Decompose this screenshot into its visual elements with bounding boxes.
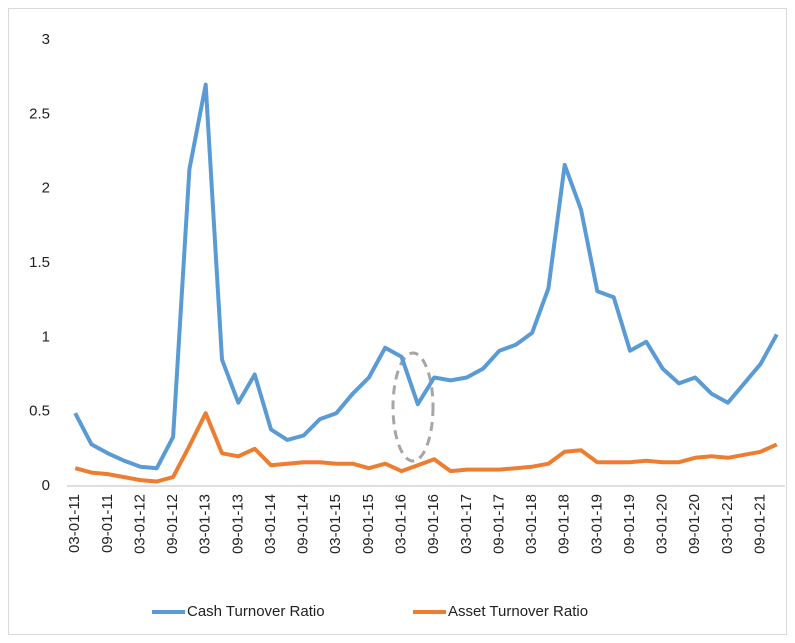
y-tick-label: 1.5 <box>29 254 50 271</box>
x-tick-label: 03-01-13 <box>197 494 214 554</box>
series-line <box>74 411 778 484</box>
y-tick-label: 1 <box>42 328 50 345</box>
x-tick-label: 09-01-11 <box>99 494 116 553</box>
x-tick-label: 03-01-11 <box>66 494 83 553</box>
series-line <box>73 82 779 471</box>
x-tick-label: 03-01-12 <box>131 494 148 554</box>
y-tick-label: 2.5 <box>29 105 50 122</box>
x-tick-label: 03-01-21 <box>719 494 736 554</box>
x-tick-label: 03-01-16 <box>392 494 409 554</box>
x-tick-label: 09-01-19 <box>621 494 638 554</box>
x-tick-label: 09-01-17 <box>490 494 507 554</box>
x-tick-label: 03-01-17 <box>458 494 475 554</box>
x-tick-label: 09-01-13 <box>229 494 246 554</box>
x-tick-label: 09-01-21 <box>751 494 768 554</box>
x-tick-label: 03-01-14 <box>262 494 279 554</box>
y-tick-label: 0 <box>42 477 50 494</box>
y-tick-label: 2 <box>42 180 50 197</box>
x-tick-label: 03-01-19 <box>588 494 605 554</box>
x-tick-label: 09-01-14 <box>295 494 312 554</box>
x-tick-label: 03-01-18 <box>523 494 540 554</box>
highlight-ellipse <box>391 351 435 463</box>
x-tick-label: 09-01-18 <box>556 494 573 554</box>
x-tick-label: 09-01-20 <box>686 494 703 554</box>
chart-border <box>8 8 787 635</box>
x-tick-label: 09-01-12 <box>164 494 181 554</box>
x-tick-label: 09-01-16 <box>425 494 442 554</box>
y-tick-label: 0.5 <box>29 403 50 420</box>
x-tick-label: 03-01-20 <box>654 494 671 554</box>
x-tick-label: 09-01-15 <box>360 494 377 554</box>
y-tick-label: 3 <box>42 31 50 48</box>
x-tick-label: 03-01-15 <box>327 494 344 554</box>
legend-label: Asset Turnover Ratio <box>448 603 588 620</box>
legend-label: Cash Turnover Ratio <box>187 603 325 620</box>
